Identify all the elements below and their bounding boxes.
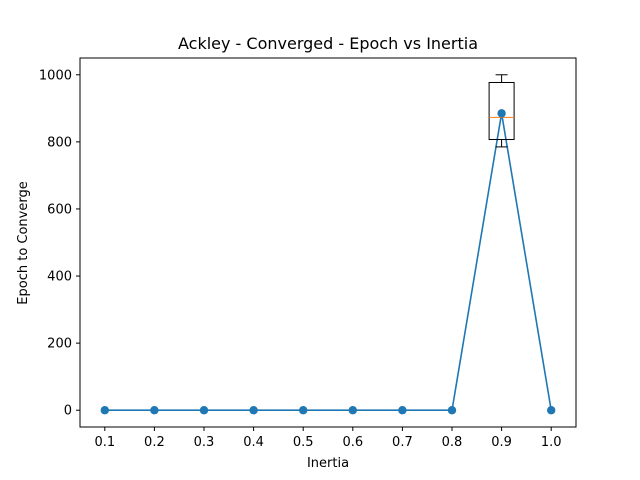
x-tick-label: 0.6 xyxy=(342,435,363,450)
boxplot xyxy=(488,74,515,148)
series-markers xyxy=(100,109,556,415)
x-axis-label: Inertia xyxy=(307,456,349,471)
data-point xyxy=(249,406,258,415)
plot-area xyxy=(104,113,552,412)
x-tick-label: 0.4 xyxy=(243,435,264,450)
data-point xyxy=(547,406,556,415)
x-tick-label: 0.3 xyxy=(194,435,215,450)
y-tick-label: 600 xyxy=(47,202,72,217)
x-tick-label: 0.8 xyxy=(442,435,463,450)
y-tick-label: 400 xyxy=(47,270,72,285)
y-tick-label: 0 xyxy=(64,404,72,419)
x-tick-label: 0.9 xyxy=(491,435,512,450)
series-line xyxy=(104,113,552,412)
y-tick-label: 200 xyxy=(47,337,72,352)
chart-title: Ackley - Converged - Epoch vs Inertia xyxy=(178,34,478,53)
y-axis-label: Epoch to Converge xyxy=(16,181,31,304)
data-point xyxy=(199,406,209,415)
x-tick-label: 1.0 xyxy=(541,435,562,450)
y-axis: 0 200 400 600 800 1000 xyxy=(39,68,80,419)
x-tick-label: 0.1 xyxy=(94,435,115,450)
y-tick-label: 1000 xyxy=(39,68,72,83)
data-point xyxy=(348,406,357,415)
y-tick-label: 800 xyxy=(47,135,72,150)
data-point xyxy=(398,406,407,415)
x-tick-label: 0.7 xyxy=(392,435,413,450)
boxplot-box xyxy=(488,81,515,141)
data-point xyxy=(497,109,506,118)
data-point xyxy=(150,406,159,415)
x-tick-label: 0.5 xyxy=(293,435,314,450)
x-axis: 0.1 0.2 0.3 0.4 0.5 0.6 0.7 0.8 0.9 1.0 xyxy=(94,427,562,450)
x-tick-label: 0.2 xyxy=(144,435,165,450)
data-point xyxy=(299,406,308,415)
data-point xyxy=(447,406,457,415)
data-point xyxy=(100,406,110,415)
axes-frame xyxy=(79,57,577,428)
